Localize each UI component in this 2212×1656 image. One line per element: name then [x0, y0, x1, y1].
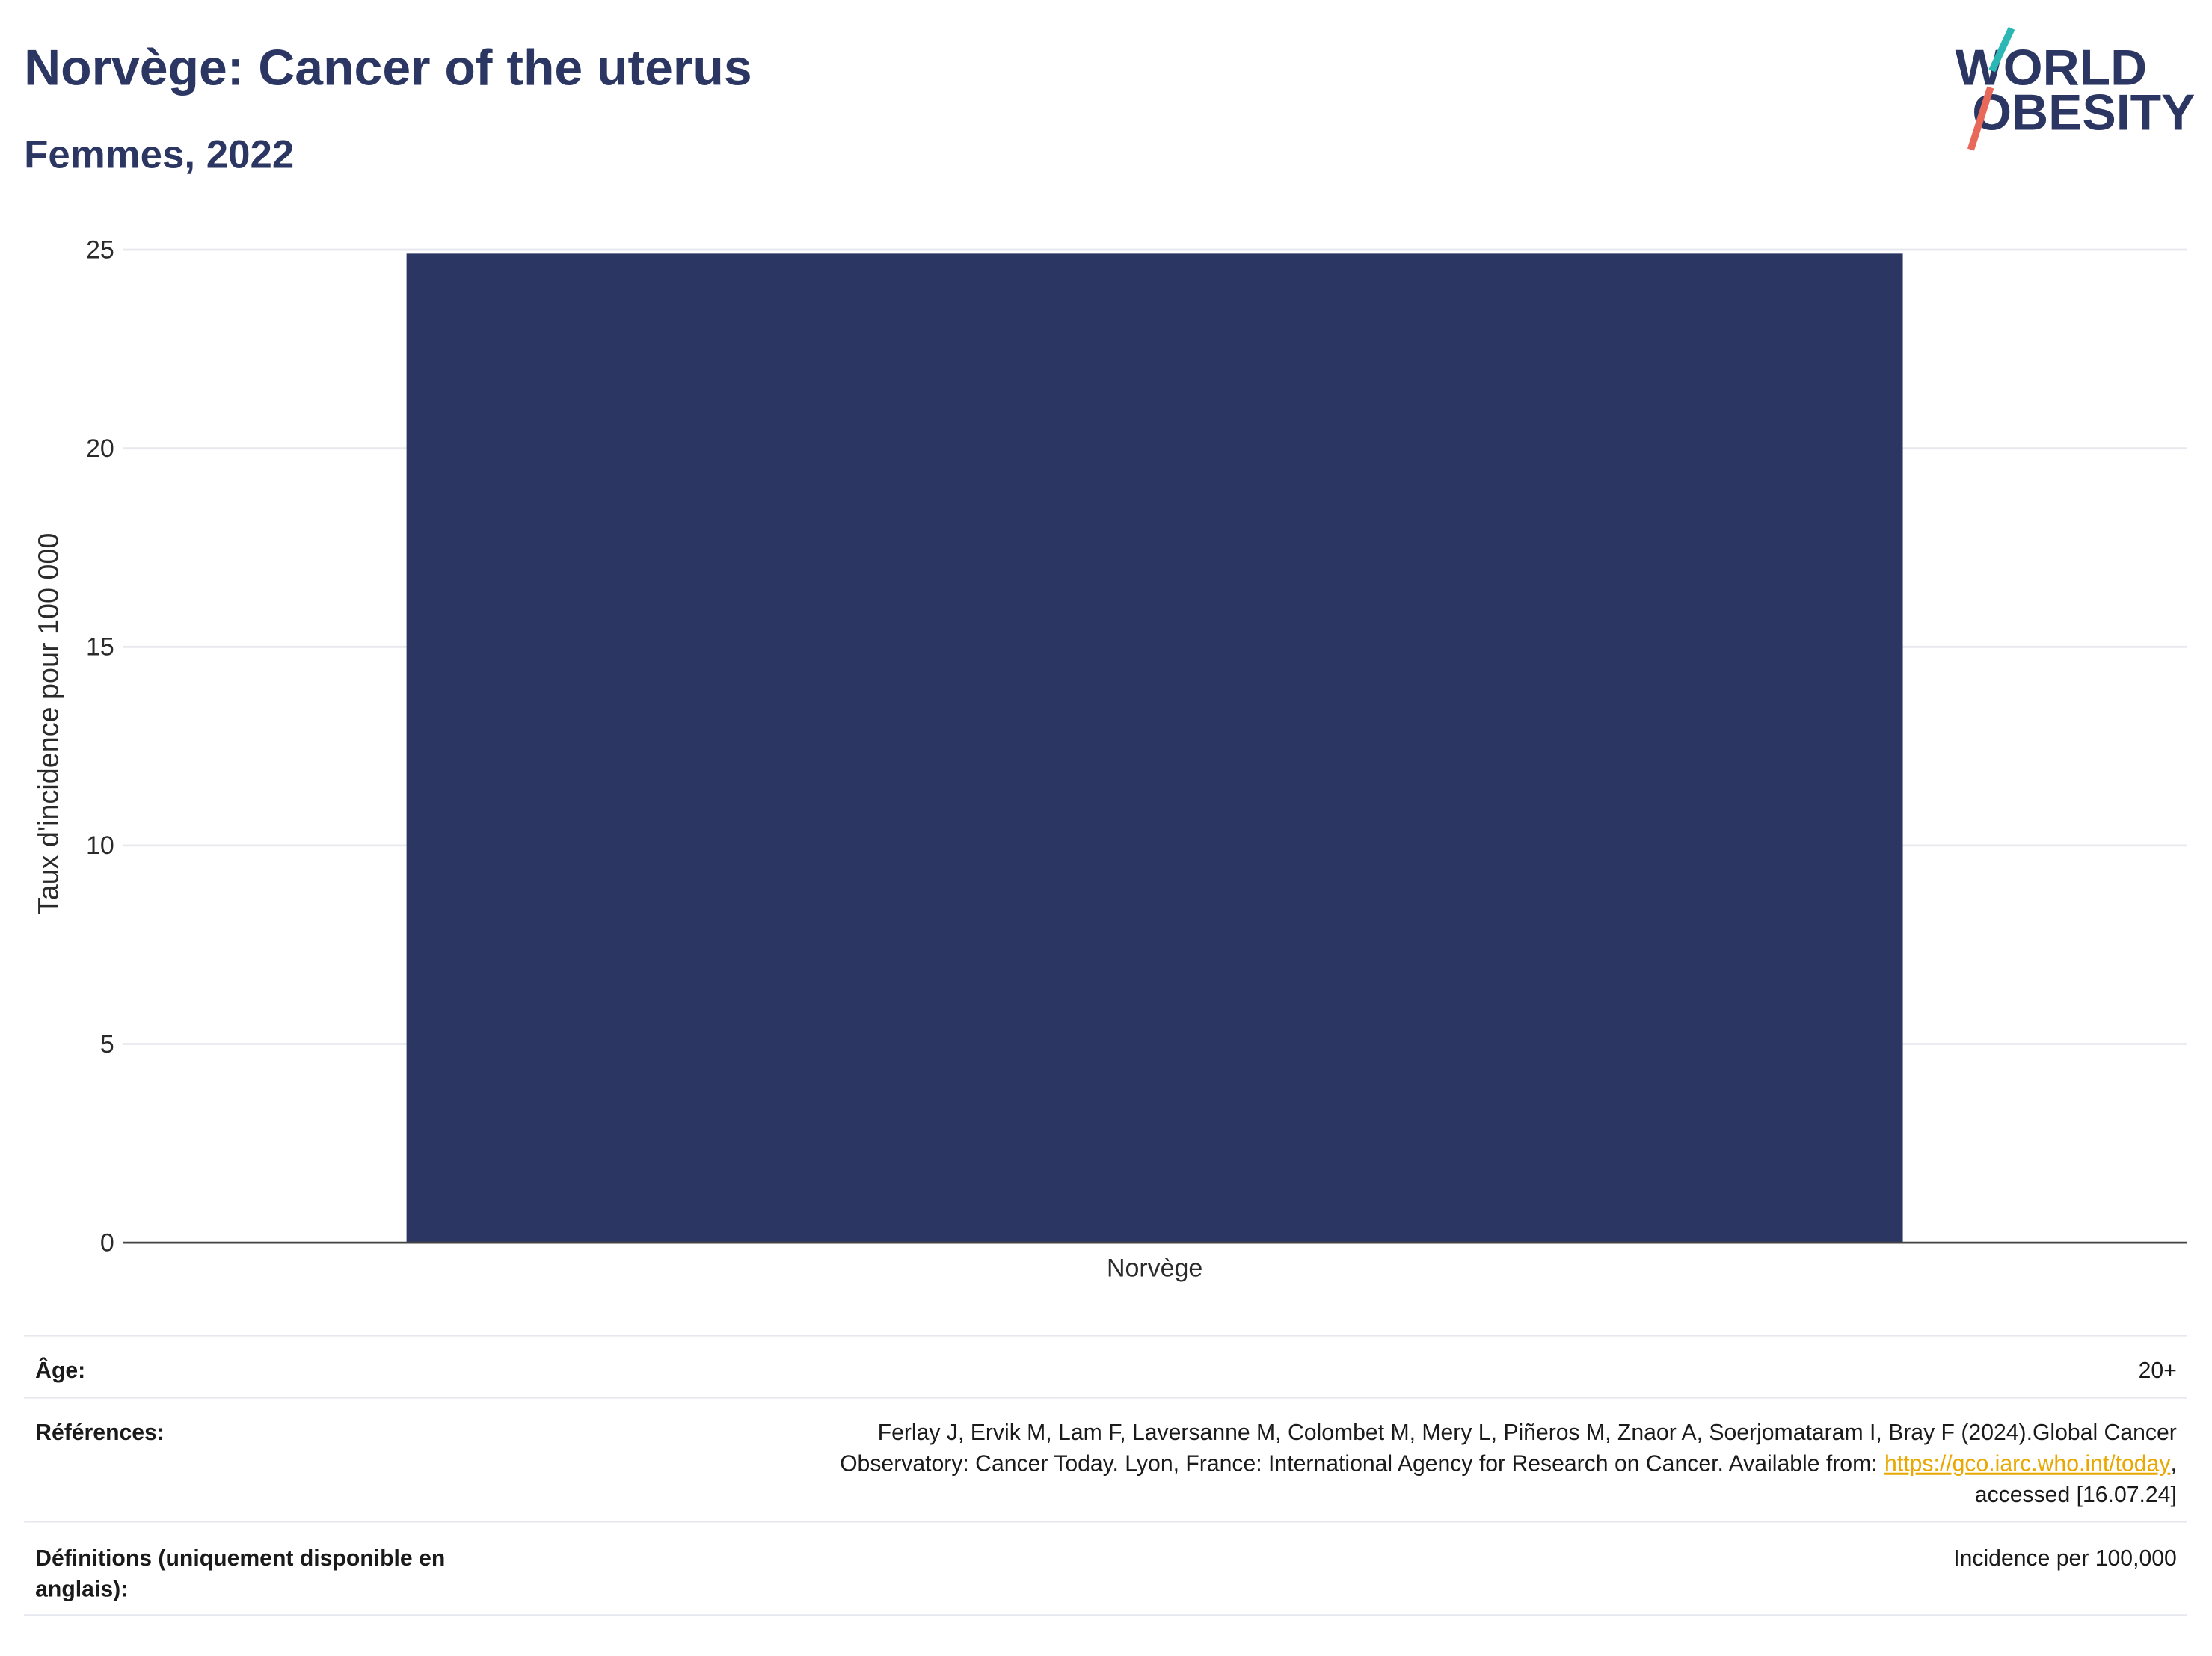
- row-label: Définitions (uniquement disponible en: [35, 1546, 445, 1571]
- row-value: Observatory: Cancer Today. Lyon, France:…: [840, 1452, 2177, 1477]
- row-label: Références:: [35, 1420, 165, 1445]
- row-label: anglais):: [35, 1577, 128, 1602]
- logo-text: OBESITY: [1972, 85, 2195, 141]
- bar: [406, 253, 1903, 1243]
- y-tick-label: 5: [100, 1030, 114, 1059]
- row-value-part: Observatory: Cancer Today. Lyon, France:…: [840, 1452, 1878, 1477]
- logo-slash: [1988, 26, 2015, 73]
- y-tick-label: 10: [86, 831, 114, 860]
- chart-title: Norvège: Cancer of the uterus: [24, 40, 752, 96]
- row-value-part: ,: [2170, 1452, 2176, 1477]
- plot: 0 5 10 15 20 25 Norvège: [86, 236, 2187, 1282]
- info-table: Âge: 20+ Références: Ferlay J, Ervik M, …: [24, 1335, 2187, 1616]
- y-tick-label: 0: [100, 1228, 114, 1257]
- row-value: accessed [16.07.24]: [1975, 1483, 2177, 1507]
- link[interactable]: https://gco.iarc.who.int/today: [1884, 1452, 2171, 1477]
- row-value: Incidence per 100,000: [1953, 1546, 2177, 1571]
- y-tick-label: 20: [86, 434, 114, 463]
- row-value: Ferlay J, Ervik M, Lam F, Laversanne M, …: [878, 1420, 2177, 1445]
- y-axis-label: Taux d'incidence pour 100 000: [32, 533, 64, 915]
- row-value: 20+: [2139, 1358, 2177, 1383]
- y-tick-label: 15: [86, 633, 114, 662]
- logo-slash: [1967, 86, 1994, 151]
- row-label: Âge:: [35, 1358, 85, 1383]
- logo: WORLD OBESITY: [1956, 26, 2195, 151]
- x-tick-label: Norvège: [1107, 1254, 1202, 1282]
- y-tick-label: 25: [86, 236, 114, 264]
- chart-subtitle: Femmes, 2022: [24, 133, 294, 177]
